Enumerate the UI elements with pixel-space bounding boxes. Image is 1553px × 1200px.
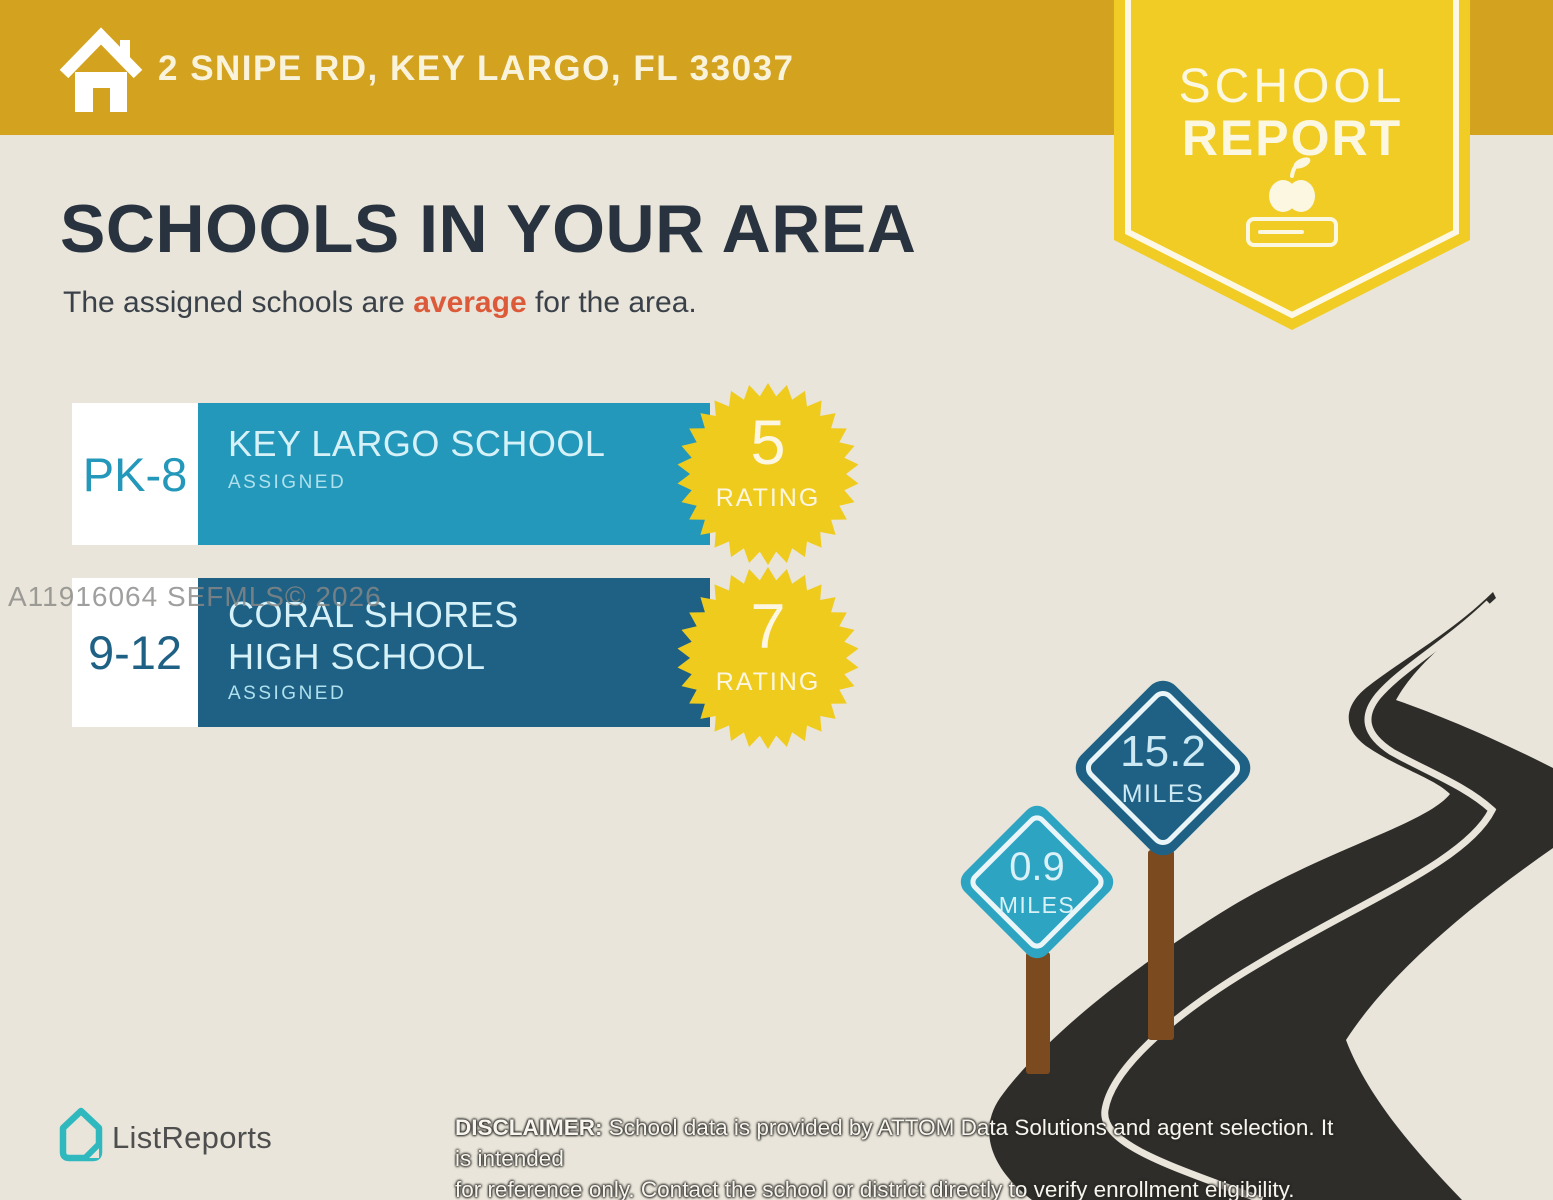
- rating-label: RATING: [715, 484, 821, 512]
- subtitle-highlight: average: [413, 286, 527, 319]
- sign-distance-unit: MILES: [998, 892, 1076, 918]
- badge-title-line2: REPORT: [1182, 110, 1402, 166]
- grade-range-box-9-12: 9-12: [72, 578, 198, 727]
- disclaimer-label: DISCLAIMER:: [455, 1115, 603, 1140]
- school-row-key-largo: KEY LARGO SCHOOL ASSIGNED: [198, 403, 710, 545]
- school-row-coral-shores: CORAL SHORES HIGH SCHOOL ASSIGNED: [198, 578, 710, 727]
- rating-label: RATING: [715, 668, 821, 696]
- mls-watermark: A11916064 SEFMLS© 2026: [8, 581, 382, 612]
- badge-pennant-shape: [1114, 0, 1470, 330]
- grade-range-box-pk8: PK-8: [72, 403, 198, 545]
- badge-title-line1: SCHOOL: [1179, 60, 1406, 113]
- apple-on-book-icon: [1246, 157, 1338, 247]
- rating-number: 5: [750, 408, 786, 478]
- sign-distance-value: 0.9: [1009, 845, 1065, 889]
- sign-post-15-2: [1148, 850, 1174, 1040]
- badge-inner-border: [1125, 0, 1459, 319]
- property-address: 2 SNIPE RD, KEY LARGO, FL 33037: [158, 49, 795, 88]
- starburst-icon: [677, 567, 859, 749]
- grade-range-label: PK-8: [82, 447, 188, 501]
- sign-distance-unit: MILES: [1121, 780, 1205, 808]
- starburst-icon: [677, 383, 859, 565]
- school-name: CORAL SHORES HIGH SCHOOL: [228, 594, 519, 677]
- road-shape: [989, 592, 1553, 1200]
- disclaimer-line2: for reference only. Contact the school o…: [455, 1177, 1295, 1200]
- school-name: KEY LARGO SCHOOL: [228, 423, 606, 464]
- sign-distance-value: 15.2: [1120, 727, 1206, 776]
- rating-seal-coral-shores: 7 RATING: [676, 566, 860, 750]
- disclaimer-line1: School data is provided by ATTOM Data So…: [455, 1115, 1334, 1171]
- disclaimer-text: DISCLAIMER: School data is provided by A…: [455, 1112, 1355, 1200]
- page-subtitle: The assigned schools are average for the…: [63, 286, 697, 320]
- listreports-logo-icon: [59, 1107, 103, 1162]
- page-title: SCHOOLS IN YOUR AREA: [60, 191, 917, 267]
- home-icon: [59, 27, 143, 112]
- distance-sign-15-2-miles: 15.2 MILES: [1068, 673, 1258, 863]
- listreports-brand-name: ListReports: [112, 1120, 273, 1155]
- distance-sign-0-9-miles: 0.9 MILES: [954, 799, 1120, 965]
- grade-range-label: 9-12: [87, 626, 183, 679]
- road-center-line: [1101, 600, 1497, 1200]
- school-report-badge: SCHOOL REPORT: [1114, 0, 1470, 330]
- sign-post-0-9: [1026, 952, 1050, 1074]
- subtitle-prefix: The assigned schools are: [63, 286, 414, 319]
- subtitle-suffix: for the area.: [526, 286, 697, 319]
- rating-seal-key-largo: 5 RATING: [676, 382, 860, 566]
- rating-number: 7: [750, 592, 786, 662]
- school-status: ASSIGNED: [228, 471, 347, 493]
- school-status: ASSIGNED: [228, 682, 347, 704]
